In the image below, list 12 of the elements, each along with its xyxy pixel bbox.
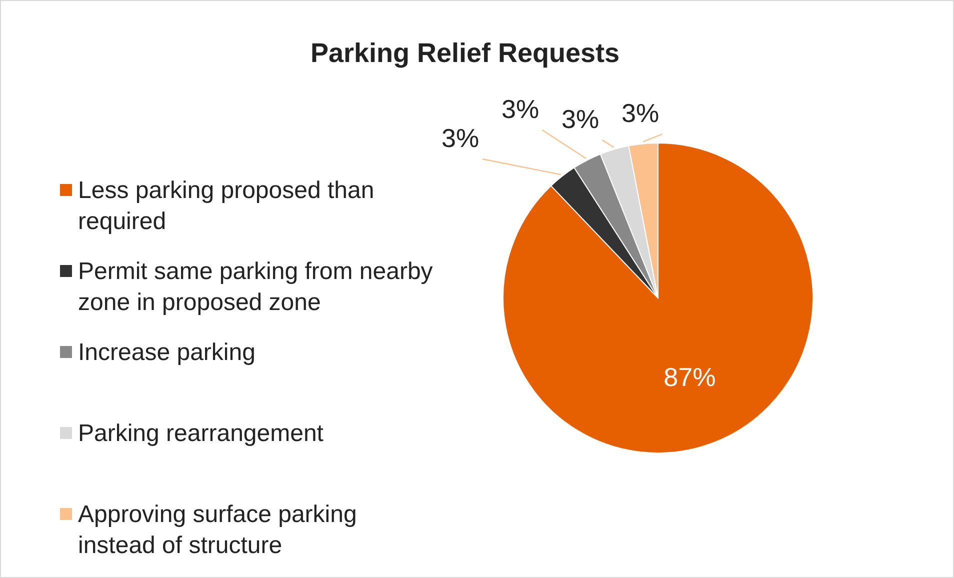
data-label: 3%	[442, 123, 480, 153]
legend-label: Less parking proposed than required	[78, 177, 374, 235]
data-label: 3%	[622, 98, 660, 128]
data-label: 3%	[502, 94, 540, 124]
chart-title: Parking Relief Requests	[310, 38, 620, 68]
data-label: 87%	[664, 362, 716, 392]
legend-label: Increase parking	[78, 339, 256, 366]
legend-label: Approving surface parking instead of structure	[78, 501, 357, 559]
legend-label: Parking rearrangement	[78, 420, 324, 447]
pie-slice	[502, 142, 814, 454]
data-label: 3%	[562, 104, 600, 134]
legend-label: Permit same parking from nearby zone in proposed zone	[78, 258, 433, 316]
